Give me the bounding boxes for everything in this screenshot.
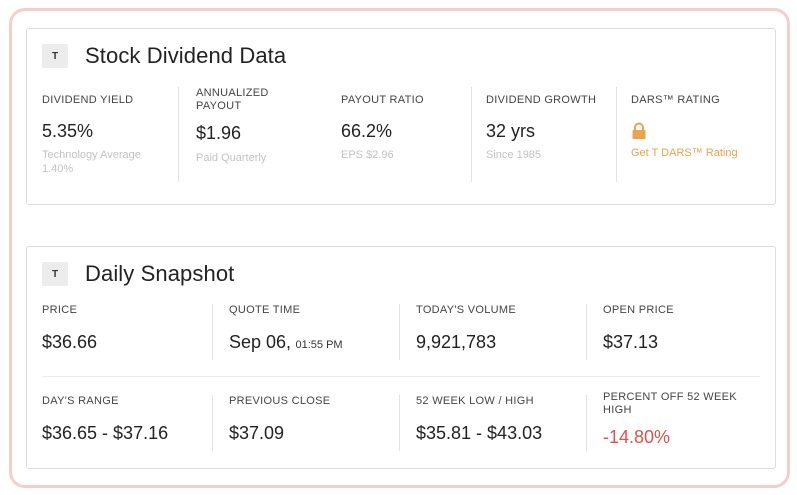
snapshot-card: T Daily Snapshot PRICE $36.66 QUOTE TIME… [26, 246, 776, 469]
annualized-payout-sub: Paid Quarterly [196, 152, 267, 164]
dars-rating: DARS™ RATING Get T DARS™ Rating [631, 87, 771, 182]
payout-ratio-sub: EPS $2.96 [341, 149, 394, 161]
widget-frame: T Stock Dividend Data DIVIDEND YIELD 5.3… [9, 8, 790, 488]
quote-time-value: Sep 06, 01:55 PM [229, 332, 399, 353]
dividend-yield-sub: Technology Average 1.40% [42, 149, 141, 175]
dividend-yield-value: 5.35% [42, 121, 94, 141]
dividend-growth-sub: Since 1985 [486, 149, 542, 161]
payout-ratio-value: 66.2% [341, 121, 393, 141]
open-price: OPEN PRICE $37.13 [603, 304, 763, 360]
payout-ratio-label: PAYOUT RATIO [341, 94, 424, 106]
week52-label: 52 WEEK LOW / HIGH [416, 395, 534, 407]
price: PRICE $36.66 [42, 304, 213, 360]
row-divider [42, 376, 760, 377]
days-range-label: DAY'S RANGE [42, 395, 119, 407]
quote-date: Sep 06, [229, 332, 292, 352]
todays-volume-label: TODAY'S VOLUME [416, 304, 517, 316]
payout-ratio: PAYOUT RATIO 66.2% EPS $2.96 [341, 87, 472, 182]
dividend-growth-label: DIVIDEND GROWTH [486, 94, 597, 106]
previous-close: PREVIOUS CLOSE $37.09 [229, 395, 400, 451]
todays-volume: TODAY'S VOLUME 9,921,783 [416, 304, 587, 360]
ticker-badge: T [42, 262, 68, 286]
annualized-payout-value: $1.96 [196, 123, 242, 143]
get-dars-rating-link[interactable]: Get T DARS™ Rating [631, 147, 738, 159]
price-value: $36.66 [42, 332, 98, 352]
lock-icon [631, 122, 771, 140]
days-range-value: $36.65 - $37.16 [42, 423, 169, 443]
snapshot-header: T Daily Snapshot [42, 261, 234, 287]
dividend-header: T Stock Dividend Data [42, 43, 286, 69]
snapshot-title: Daily Snapshot [85, 261, 235, 286]
dividend-yield-label: DIVIDEND YIELD [42, 94, 134, 106]
dars-rating-label: DARS™ RATING [631, 94, 720, 106]
previous-close-value: $37.09 [229, 423, 285, 443]
todays-volume-value: 9,921,783 [416, 332, 497, 352]
previous-close-label: PREVIOUS CLOSE [229, 395, 331, 407]
quote-clock: 01:55 PM [295, 339, 343, 351]
price-label: PRICE [42, 304, 78, 316]
quote-time-label: QUOTE TIME [229, 304, 301, 316]
dividend-card: T Stock Dividend Data DIVIDEND YIELD 5.3… [26, 28, 776, 205]
dividend-metrics: DIVIDEND YIELD 5.35% Technology Average … [42, 87, 772, 182]
dividend-growth: DIVIDEND GROWTH 32 yrs Since 1985 [486, 87, 617, 182]
percent-off-high: PERCENT OFF 52 WEEK HIGH -14.80% [603, 391, 763, 447]
dividend-growth-value: 32 yrs [486, 121, 536, 141]
percent-off-label: PERCENT OFF 52 WEEK HIGH [603, 391, 737, 416]
open-price-label: OPEN PRICE [603, 304, 674, 316]
open-price-value: $37.13 [603, 332, 659, 352]
ticker-badge: T [42, 44, 68, 68]
week52-value: $35.81 - $43.03 [416, 423, 543, 443]
quote-time: QUOTE TIME Sep 06, 01:55 PM [229, 304, 400, 360]
days-range: DAY'S RANGE $36.65 - $37.16 [42, 395, 213, 451]
dividend-yield: DIVIDEND YIELD 5.35% Technology Average … [42, 87, 179, 182]
dividend-title: Stock Dividend Data [85, 43, 287, 68]
annualized-payout: ANNUALIZED PAYOUT $1.96 Paid Quarterly [196, 87, 326, 182]
percent-off-value: -14.80% [603, 427, 671, 447]
week52-low-high: 52 WEEK LOW / HIGH $35.81 - $43.03 [416, 395, 587, 451]
annualized-payout-label: ANNUALIZED PAYOUT [196, 87, 269, 112]
